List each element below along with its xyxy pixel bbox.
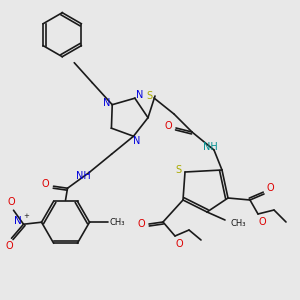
Text: N: N — [103, 98, 110, 108]
Text: O: O — [8, 197, 15, 207]
Text: CH₃: CH₃ — [230, 220, 246, 229]
Text: O: O — [6, 241, 13, 251]
Text: O: O — [175, 239, 183, 249]
Text: O: O — [164, 121, 172, 131]
Text: O: O — [258, 217, 266, 227]
Text: N: N — [133, 136, 140, 146]
Text: O: O — [266, 183, 274, 193]
Text: CH₃: CH₃ — [110, 218, 125, 227]
Text: NH: NH — [202, 142, 217, 152]
Text: O: O — [42, 179, 49, 189]
Text: N: N — [136, 90, 143, 100]
Text: S: S — [146, 91, 152, 101]
Text: S: S — [175, 165, 181, 175]
Text: NH: NH — [76, 171, 91, 181]
Text: O: O — [137, 219, 145, 229]
Text: N: N — [14, 216, 21, 226]
Text: +: + — [24, 213, 29, 219]
